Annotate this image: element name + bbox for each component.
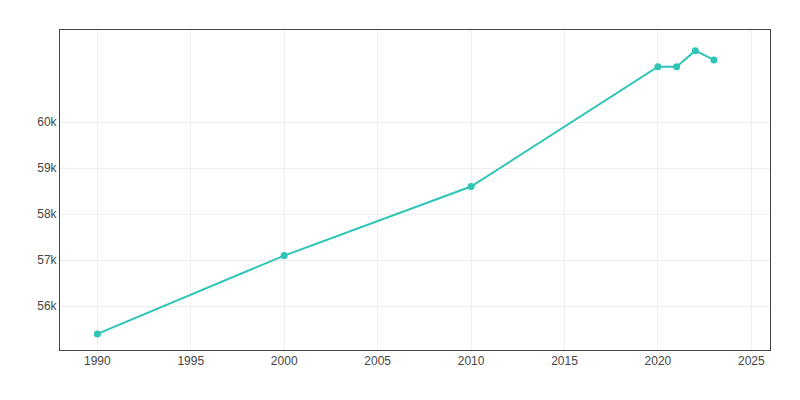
svg-text:56k: 56k xyxy=(37,299,57,313)
svg-text:59k: 59k xyxy=(37,161,57,175)
svg-text:2015: 2015 xyxy=(551,354,578,368)
svg-text:2020: 2020 xyxy=(645,354,672,368)
svg-text:2000: 2000 xyxy=(271,354,298,368)
svg-text:57k: 57k xyxy=(37,253,57,267)
svg-text:58k: 58k xyxy=(37,207,57,221)
svg-text:1995: 1995 xyxy=(177,354,204,368)
svg-text:1990: 1990 xyxy=(84,354,111,368)
svg-text:2010: 2010 xyxy=(458,354,485,368)
svg-text:2025: 2025 xyxy=(738,354,765,368)
svg-text:60k: 60k xyxy=(37,115,57,129)
svg-text:2005: 2005 xyxy=(364,354,391,368)
